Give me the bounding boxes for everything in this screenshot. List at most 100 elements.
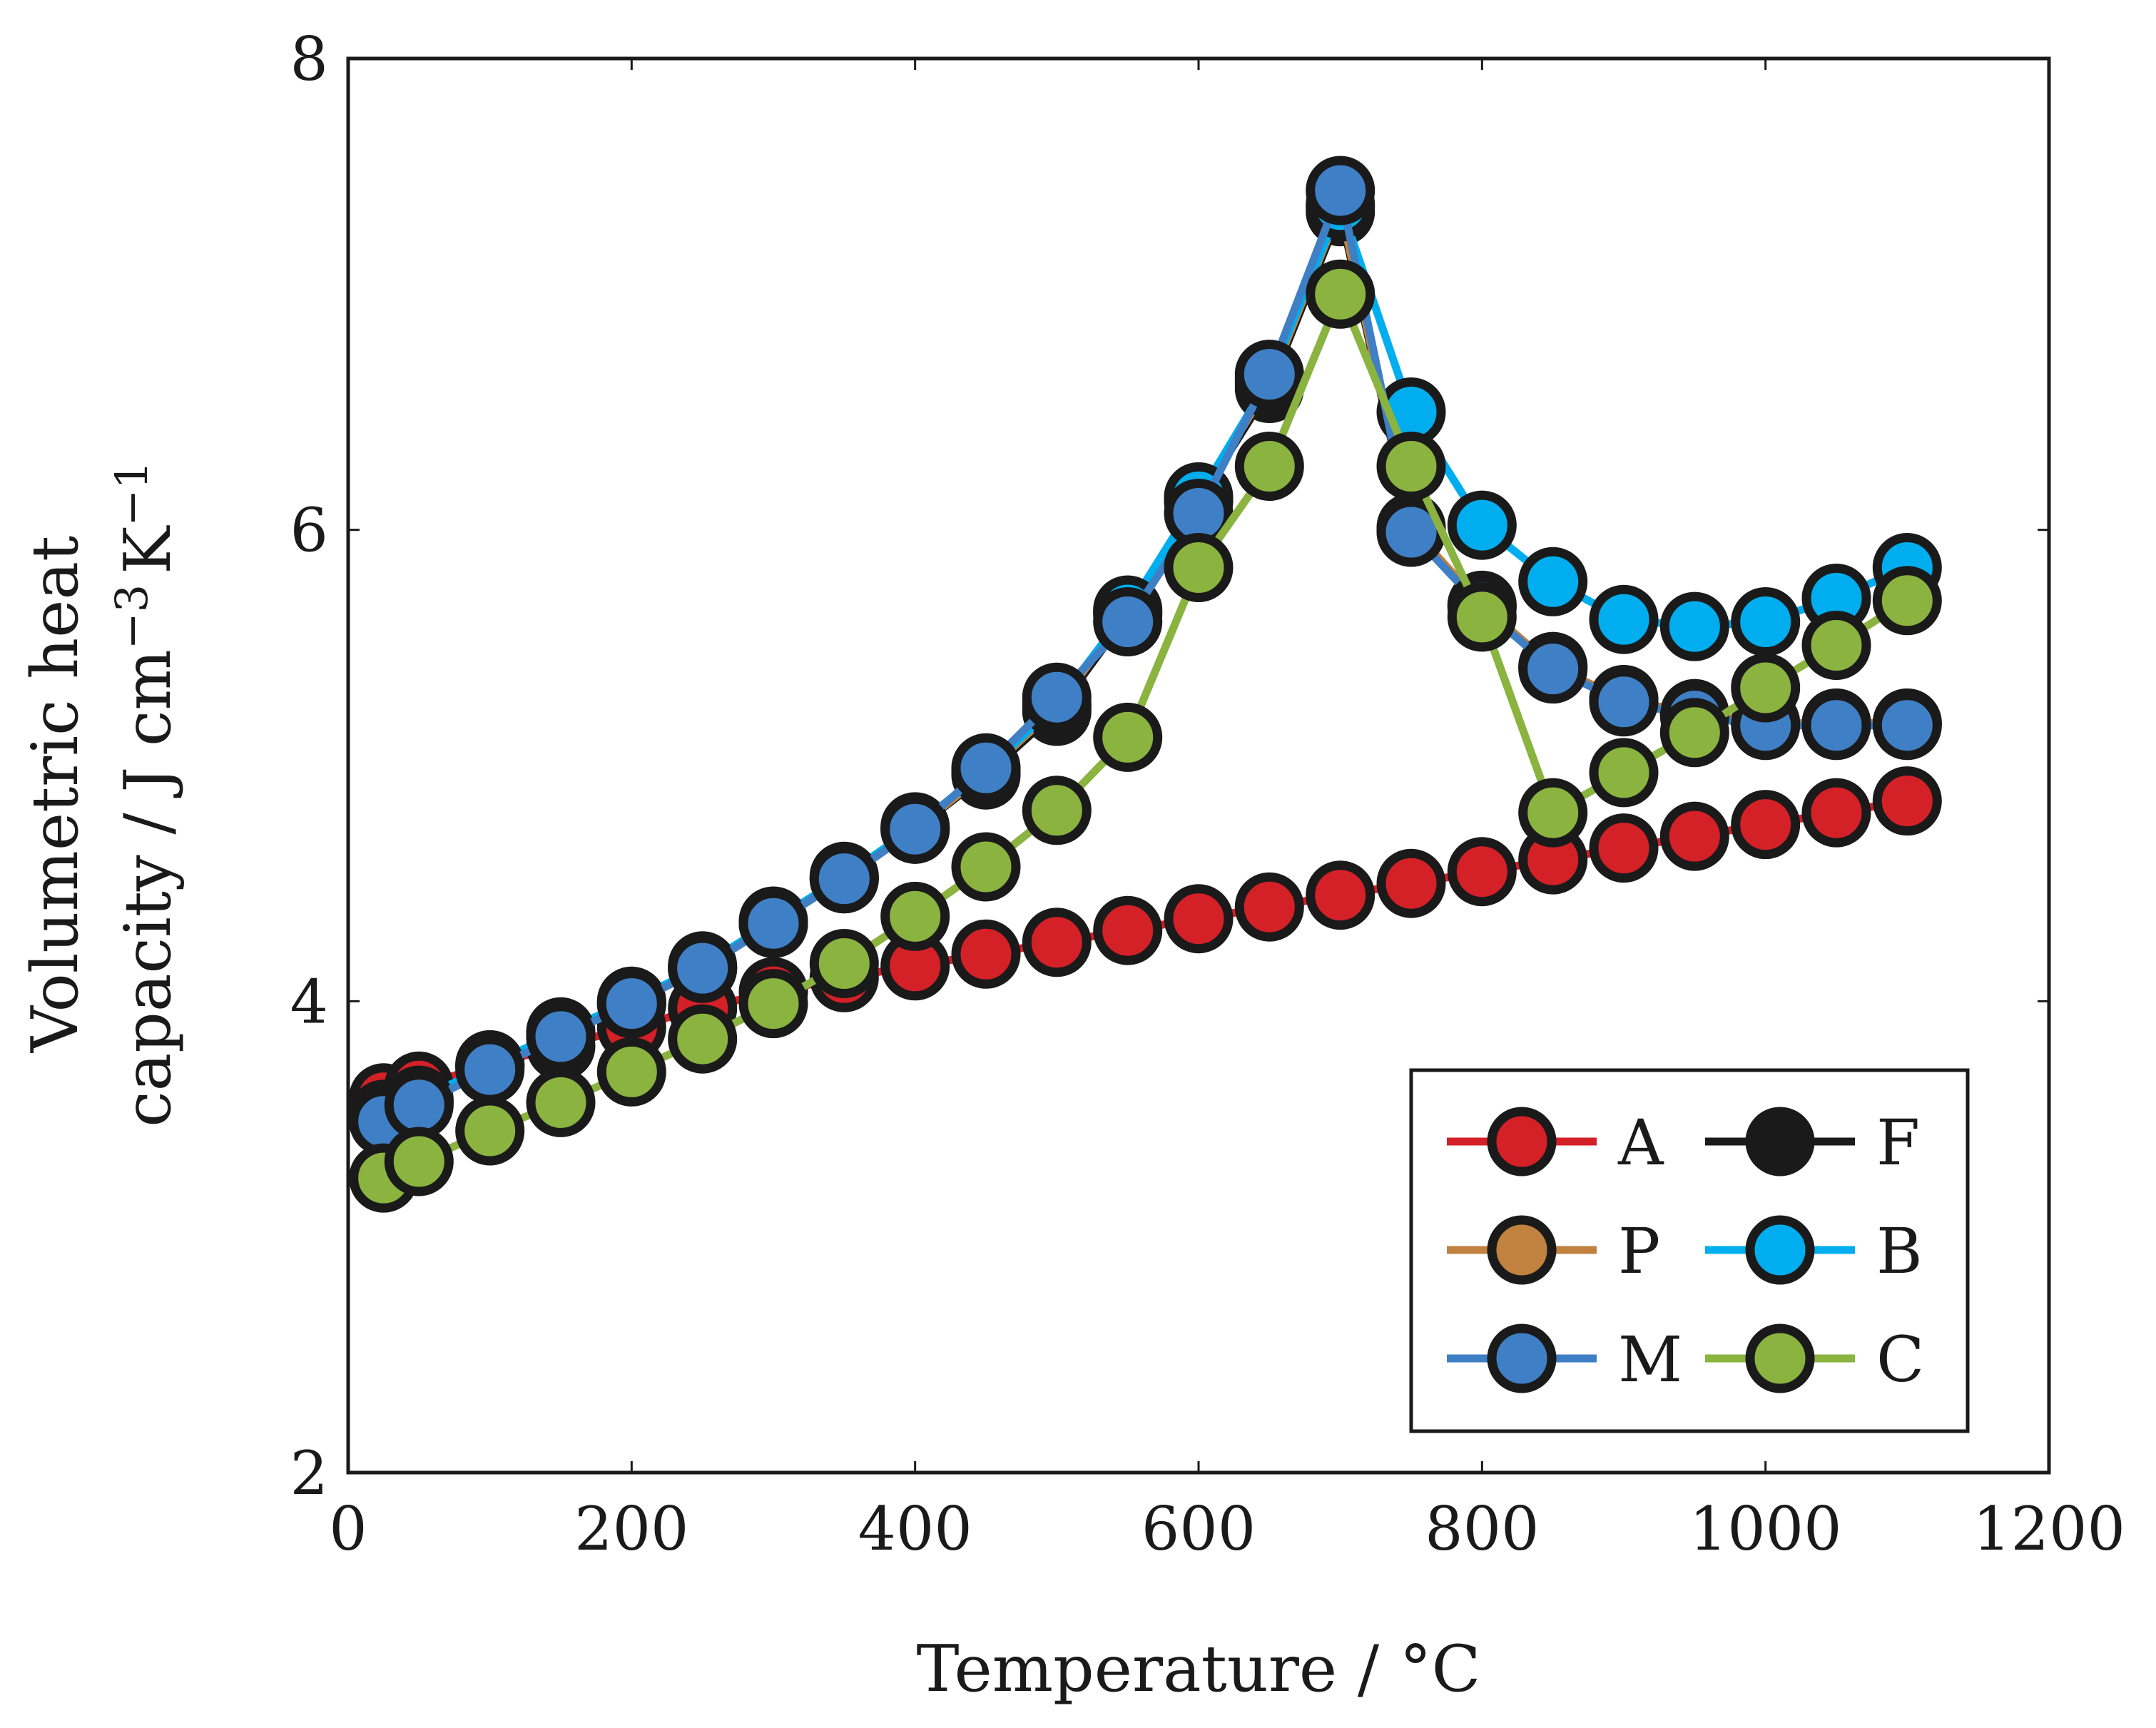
point-C-450 xyxy=(951,832,1021,902)
point-A-450 xyxy=(951,919,1021,989)
y-axis-title-line-1: Volumetric heat xyxy=(18,536,93,1053)
point-A-1100 xyxy=(1872,766,1942,836)
point-M-200 xyxy=(596,969,666,1039)
legend-item-P: P xyxy=(1447,1214,1660,1288)
y-tick-label-8: 8 xyxy=(290,24,328,94)
legend-marker-F xyxy=(1745,1107,1815,1176)
y-tick-label-4: 4 xyxy=(290,967,328,1037)
point-C-500 xyxy=(1022,776,1092,845)
series-M xyxy=(349,156,1942,1157)
point-C-200 xyxy=(596,1037,666,1107)
point-M-50 xyxy=(384,1070,454,1140)
point-M-100 xyxy=(455,1035,525,1104)
legend-label-B: B xyxy=(1876,1214,1923,1288)
point-A-1050 xyxy=(1801,778,1871,848)
point-M-350 xyxy=(809,844,879,914)
point-C-850 xyxy=(1518,778,1588,848)
point-C-150 xyxy=(526,1067,596,1137)
point-C-1100 xyxy=(1872,566,1942,636)
point-C-400 xyxy=(880,881,950,951)
point-A-950 xyxy=(1659,801,1729,871)
point-B-900 xyxy=(1589,584,1659,654)
point-A-500 xyxy=(1022,908,1092,977)
legend-marker-B xyxy=(1745,1215,1815,1285)
point-C-350 xyxy=(809,929,879,998)
point-B-800 xyxy=(1447,490,1517,560)
point-C-300 xyxy=(738,969,808,1039)
y-axis-title-unit-k: K xyxy=(111,525,185,574)
legend-label-C: C xyxy=(1876,1323,1924,1396)
point-A-900 xyxy=(1589,813,1659,883)
point-M-1100 xyxy=(1872,691,1942,761)
point-C-750 xyxy=(1376,432,1446,501)
point-C-600 xyxy=(1164,533,1234,602)
point-C-900 xyxy=(1589,738,1659,808)
legend-marker-M xyxy=(1487,1323,1557,1393)
x-tick-label-200: 200 xyxy=(574,1494,688,1564)
point-C-1000 xyxy=(1731,653,1801,723)
x-tick-label-1200: 1200 xyxy=(1973,1494,2125,1564)
point-A-650 xyxy=(1234,872,1304,942)
point-M-250 xyxy=(668,933,738,1003)
point-M-1050 xyxy=(1801,691,1871,761)
point-B-950 xyxy=(1659,591,1729,661)
point-A-1000 xyxy=(1731,790,1801,860)
point-B-850 xyxy=(1518,547,1588,616)
legend-entries: A F P B M C xyxy=(1447,1106,1924,1396)
legend-marker-C xyxy=(1745,1323,1815,1393)
legend-item-C: C xyxy=(1705,1323,1924,1396)
point-M-300 xyxy=(738,888,808,958)
point-A-700 xyxy=(1306,860,1376,930)
point-M-650 xyxy=(1234,340,1304,410)
point-M-900 xyxy=(1589,667,1659,737)
legend-item-M: M xyxy=(1447,1323,1682,1396)
legend-item-A: A xyxy=(1447,1106,1664,1179)
point-A-600 xyxy=(1164,884,1234,954)
y-axis-title-unit: capacity / J cm xyxy=(111,649,185,1127)
legend-item-F: F xyxy=(1705,1106,1920,1179)
point-C-1050 xyxy=(1801,611,1871,680)
point-M-850 xyxy=(1518,634,1588,704)
point-A-550 xyxy=(1093,895,1163,965)
point-M-700 xyxy=(1306,156,1376,225)
plot-frame xyxy=(346,56,2051,1475)
point-C-950 xyxy=(1659,698,1729,768)
x-tick-label-0: 0 xyxy=(329,1494,367,1564)
y-axis-title-line-2: capacity / J cm−3 K−1 xyxy=(106,461,185,1127)
series-C xyxy=(349,259,1942,1213)
point-M-550 xyxy=(1093,587,1163,656)
x-tick-label-400: 400 xyxy=(858,1494,972,1564)
x-axis-title: Temperature / °C xyxy=(916,1632,1480,1707)
point-A-800 xyxy=(1447,837,1517,907)
point-B-1000 xyxy=(1731,587,1801,656)
legend-label-P: P xyxy=(1618,1214,1660,1288)
point-C-700 xyxy=(1306,259,1376,329)
point-C-100 xyxy=(455,1096,525,1166)
x-tick-label-1000: 1000 xyxy=(1689,1494,1842,1564)
y-tick-label-2: 2 xyxy=(290,1438,328,1508)
y-tick-label-6: 6 xyxy=(290,496,328,566)
y-axis-title-superscript-2: −1 xyxy=(106,461,158,526)
plot-series xyxy=(349,156,1942,1213)
legend-marker-A xyxy=(1487,1107,1557,1176)
tick-labels: 0 200 400 600 800 1000 1200 2 4 6 8 xyxy=(290,24,2125,1564)
x-tick-label-800: 800 xyxy=(1425,1494,1539,1564)
point-C-250 xyxy=(668,1004,738,1074)
point-M-450 xyxy=(951,733,1021,803)
legend-label-M: M xyxy=(1618,1323,1682,1396)
point-A-750 xyxy=(1376,848,1446,918)
point-C-650 xyxy=(1234,432,1304,501)
legend: A F P B M C xyxy=(1409,1068,1970,1433)
point-C-550 xyxy=(1093,702,1163,772)
legend-label-A: A xyxy=(1617,1106,1664,1179)
x-tick-label-600: 600 xyxy=(1141,1494,1256,1564)
legend-label-F: F xyxy=(1876,1106,1920,1179)
point-M-150 xyxy=(526,1002,596,1072)
legend-item-B: B xyxy=(1705,1214,1923,1288)
point-C-50 xyxy=(384,1127,454,1196)
point-M-400 xyxy=(880,794,950,864)
y-axis-title-superscript-1: −3 xyxy=(106,584,158,649)
point-C-800 xyxy=(1447,582,1517,652)
